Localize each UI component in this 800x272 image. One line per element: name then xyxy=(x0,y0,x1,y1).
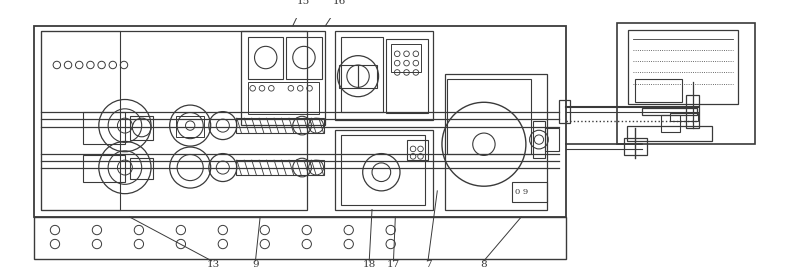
Bar xyxy=(176,116,204,137)
Text: 7: 7 xyxy=(425,260,431,269)
Text: 18: 18 xyxy=(362,260,376,269)
Bar xyxy=(446,79,530,154)
Bar xyxy=(41,31,120,211)
Bar xyxy=(130,116,153,140)
Bar xyxy=(334,130,433,209)
Bar xyxy=(534,121,545,158)
Bar xyxy=(626,126,712,141)
Bar xyxy=(558,100,570,123)
Bar xyxy=(686,95,699,128)
Bar xyxy=(83,112,125,144)
Text: 17: 17 xyxy=(387,260,400,269)
Bar xyxy=(83,155,125,181)
Bar xyxy=(545,128,558,151)
Bar xyxy=(629,30,738,104)
Text: 16: 16 xyxy=(333,0,346,6)
Bar xyxy=(41,31,306,211)
Bar xyxy=(661,115,680,132)
Bar xyxy=(34,26,566,217)
Bar xyxy=(624,138,647,154)
Bar xyxy=(236,118,325,133)
Bar xyxy=(236,160,325,175)
Bar xyxy=(248,82,319,115)
Bar xyxy=(334,31,433,120)
Bar xyxy=(642,108,697,115)
Bar xyxy=(512,181,547,202)
Bar xyxy=(635,79,682,102)
Bar xyxy=(670,113,698,121)
Bar xyxy=(445,74,547,209)
Text: 9: 9 xyxy=(252,260,258,269)
Text: 15: 15 xyxy=(296,0,310,6)
Bar xyxy=(339,65,358,88)
Bar xyxy=(34,217,566,259)
Bar xyxy=(390,44,421,72)
Bar xyxy=(242,31,326,125)
Bar xyxy=(342,37,383,112)
Text: 13: 13 xyxy=(207,260,220,269)
Text: 0 9: 0 9 xyxy=(514,188,528,196)
Bar xyxy=(618,23,755,144)
Text: 8: 8 xyxy=(481,260,487,269)
Bar xyxy=(358,65,377,88)
Bar xyxy=(407,140,428,160)
Bar xyxy=(286,37,322,79)
Bar xyxy=(342,135,425,205)
Bar xyxy=(248,37,283,79)
Bar xyxy=(130,158,153,179)
Bar xyxy=(386,39,428,113)
